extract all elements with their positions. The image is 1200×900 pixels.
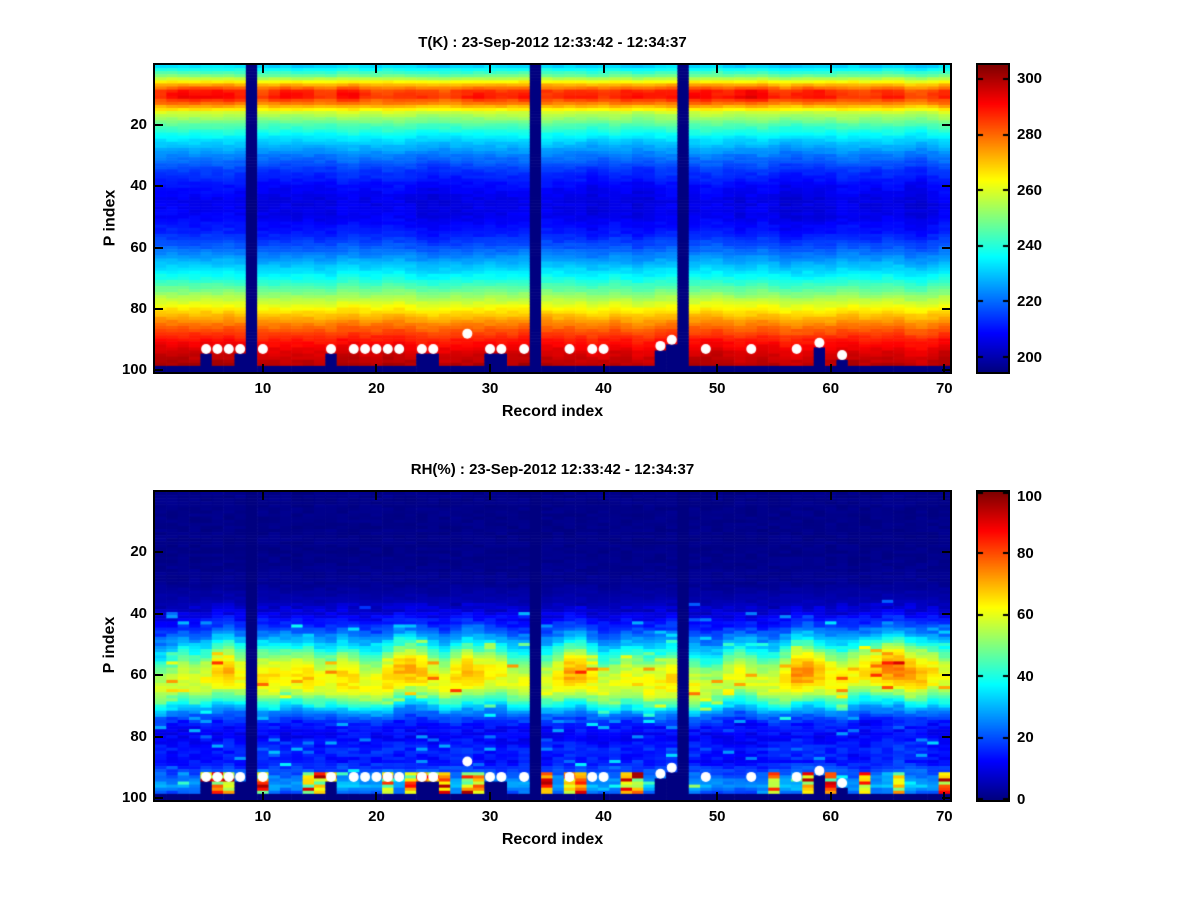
x-tick-label: 10 [254,380,272,397]
humidity-colorbar [976,490,1010,802]
colorbar-tick-label: 100 [1017,488,1043,505]
x-tick-mark-top [716,65,719,73]
y-tick-mark [155,551,163,554]
humidity-chart-title: RH(%) : 23-Sep-2012 12:33:42 - 12:34:37 [410,461,695,478]
x-tick-mark [375,792,378,800]
y-tick-label: 60 [130,666,147,684]
x-tick-label: 60 [822,380,840,397]
humidity-plot-area [153,490,952,802]
y-tick-mark [155,674,163,677]
x-tick-mark [829,364,832,372]
y-tick-mark-right [942,797,950,800]
y-tick-label: 100 [121,361,147,379]
y-tick-mark [155,185,163,188]
x-tick-mark-top [829,492,832,500]
y-tick-label: 80 [130,727,147,745]
y-tick-mark-right [942,369,950,372]
y-tick-label: 60 [130,238,147,256]
colorbar-tick-label: 220 [1017,293,1043,311]
x-tick-label: 30 [481,808,499,825]
x-tick-mark [489,792,492,800]
temperature-colorbar [976,63,1010,374]
x-tick-mark-top [261,492,264,500]
temperature-x-axis-label: Record index [501,403,604,420]
x-tick-mark [829,792,832,800]
y-tick-mark [155,308,163,311]
colorbar-tick-label: 20 [1017,729,1034,747]
x-tick-label: 10 [254,808,272,825]
y-tick-mark [155,612,163,615]
x-tick-mark [943,792,946,800]
y-tick-mark [155,735,163,738]
x-tick-mark-top [489,65,492,73]
x-tick-label: 40 [595,808,612,825]
x-tick-mark [602,364,605,372]
y-tick-label: 40 [130,177,147,195]
y-tick-mark-right [942,551,950,554]
y-tick-mark-right [942,246,950,249]
x-tick-mark-top [602,65,605,73]
x-tick-mark-top [829,65,832,73]
x-tick-mark [716,792,719,800]
temperature-chart-title: T(K) : 23-Sep-2012 12:33:42 - 12:34:37 [418,34,687,51]
y-tick-mark-right [942,612,950,615]
humidity-colorbar-canvas [978,492,1008,800]
y-tick-mark-right [942,123,950,126]
y-tick-label: 20 [130,115,147,133]
y-tick-mark-right [942,735,950,738]
x-tick-label: 50 [708,808,726,825]
x-tick-label: 50 [708,380,726,397]
x-tick-label: 40 [595,380,612,397]
y-tick-label: 100 [121,789,147,807]
colorbar-tick-label: 80 [1017,544,1034,562]
colorbar-tick-label: 0 [1017,791,1026,808]
x-tick-label: 20 [368,380,385,397]
x-tick-mark-top [943,65,946,73]
x-tick-mark-top [375,65,378,73]
x-tick-mark [602,792,605,800]
colorbar-tick-label: 260 [1017,181,1043,199]
x-tick-label: 70 [935,380,953,397]
x-tick-label: 20 [368,808,385,825]
y-tick-mark-right [942,308,950,311]
x-tick-mark-top [261,65,264,73]
x-tick-mark [375,364,378,372]
y-tick-label: 40 [130,604,147,622]
humidity-y-axis-label: P index [101,616,118,674]
y-tick-mark-right [942,674,950,677]
x-tick-mark-top [602,492,605,500]
temperature-colorbar-canvas [978,65,1008,372]
temperature-heatmap-canvas [155,65,950,372]
colorbar-tick-label: 300 [1017,69,1043,87]
y-tick-mark [155,246,163,249]
x-tick-mark [489,364,492,372]
x-tick-label: 30 [481,380,499,397]
colorbar-tick-label: 40 [1017,667,1034,685]
x-tick-mark-top [375,492,378,500]
x-tick-mark [943,364,946,372]
temperature-y-axis-label: P index [101,189,118,246]
x-tick-label: 60 [822,808,840,825]
y-tick-mark-right [942,185,950,188]
y-tick-mark [155,123,163,126]
x-tick-label: 70 [935,808,953,825]
y-tick-mark [155,369,163,372]
humidity-x-axis-label: Record index [501,831,604,848]
colorbar-tick-label: 240 [1017,237,1043,255]
y-tick-label: 20 [130,543,147,561]
colorbar-tick-label: 60 [1017,606,1034,624]
x-tick-mark-top [489,492,492,500]
colorbar-tick-label: 200 [1017,349,1043,367]
x-tick-mark-top [943,492,946,500]
x-tick-mark [261,364,264,372]
y-tick-label: 80 [130,300,147,318]
colorbar-tick-label: 280 [1017,125,1043,143]
x-tick-mark-top [716,492,719,500]
x-tick-mark [261,792,264,800]
y-tick-mark [155,797,163,800]
x-tick-mark [716,364,719,372]
humidity-heatmap-canvas [155,492,950,800]
temperature-plot-area [153,63,952,374]
